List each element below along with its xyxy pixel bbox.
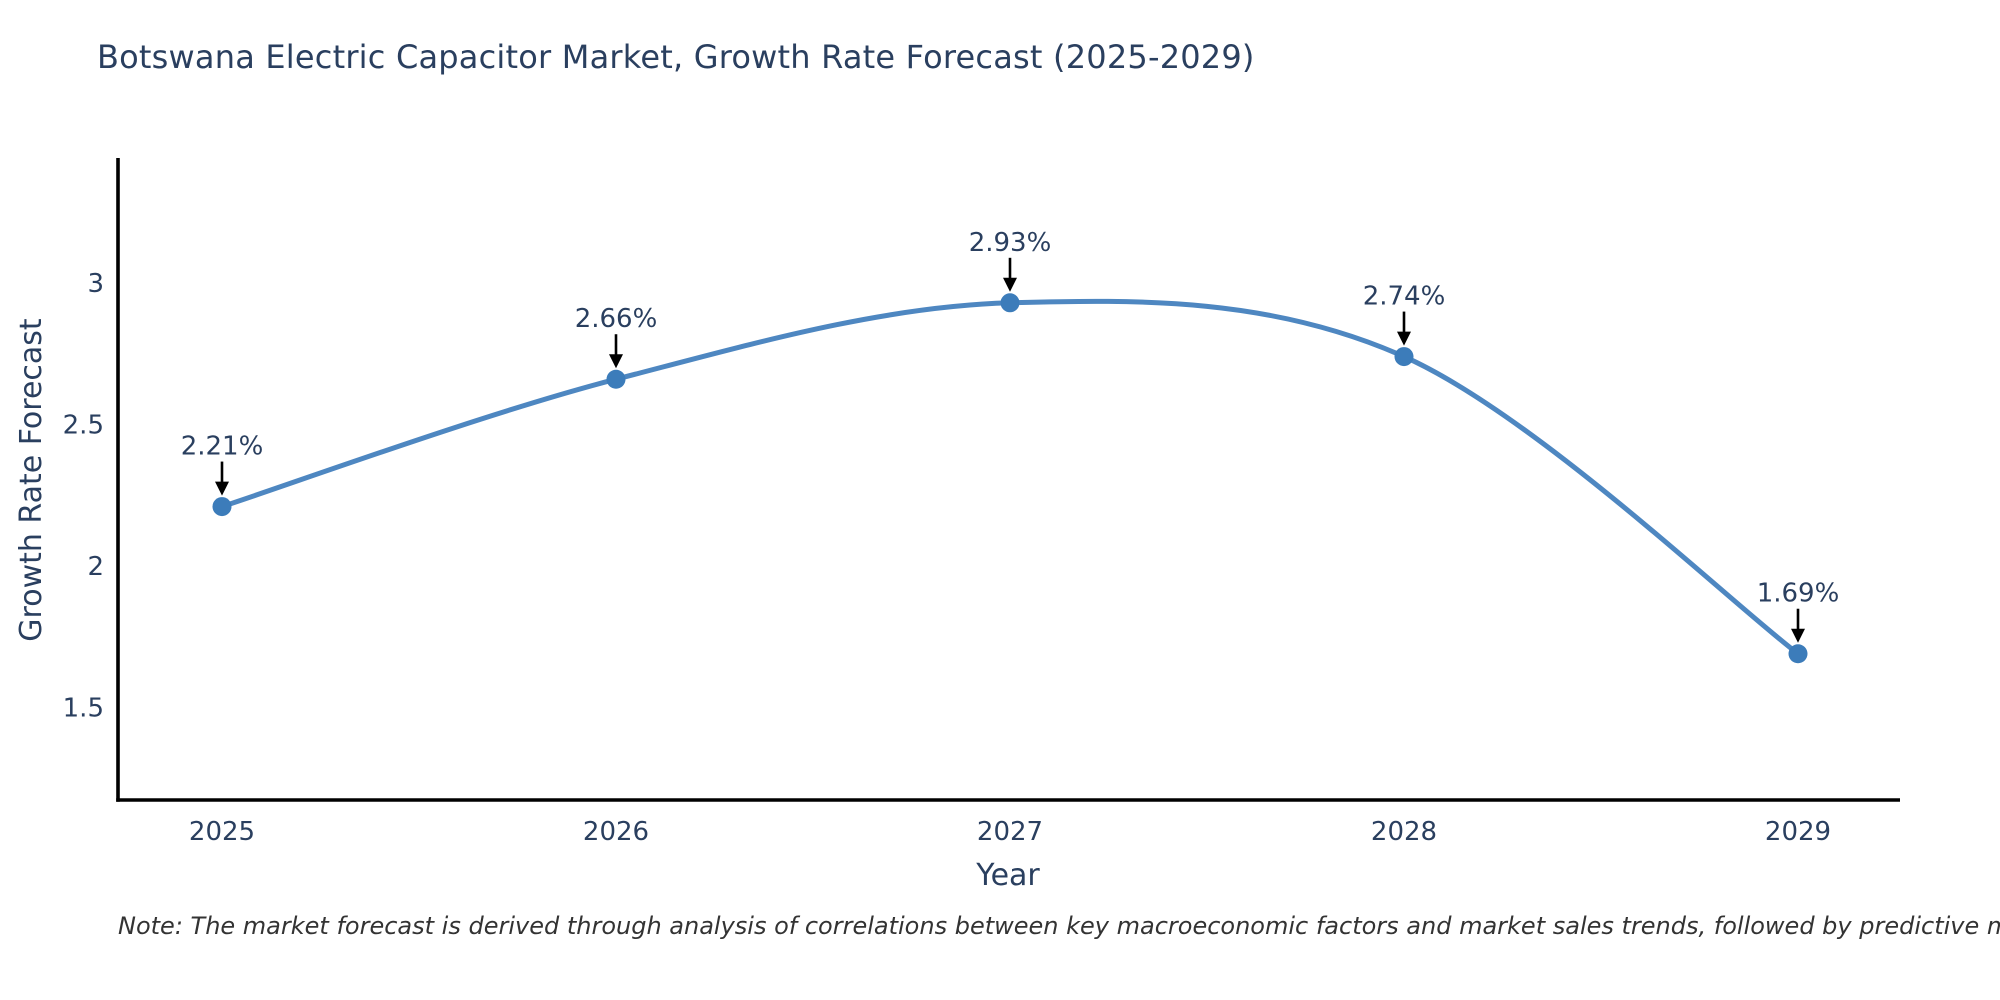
x-tick-label: 2026	[583, 817, 649, 847]
data-point-marker[interactable]	[212, 497, 232, 517]
x-tick-label: 2025	[189, 817, 255, 847]
y-tick-label: 2.5	[63, 411, 104, 441]
annotation-arrowhead	[215, 481, 229, 496]
data-point-marker[interactable]	[1000, 293, 1020, 313]
annotation-arrowhead	[1791, 628, 1805, 643]
data-point-label: 2.93%	[969, 228, 1052, 258]
data-point-label: 2.74%	[1363, 282, 1446, 312]
forecast-line	[219, 298, 1801, 657]
footnote: Note: The market forecast is derived thr…	[118, 912, 2000, 940]
x-tick-label: 2028	[1371, 817, 1437, 847]
data-point-marker[interactable]	[1394, 347, 1414, 367]
x-axis-title: Year	[976, 858, 1040, 893]
y-tick-label: 3	[87, 269, 104, 299]
annotation-arrowhead	[1003, 277, 1017, 292]
y-axis-title: Growth Rate Forecast	[14, 318, 49, 642]
y-tick-label: 2	[87, 552, 104, 582]
data-point-marker[interactable]	[1788, 644, 1808, 664]
data-point-label: 1.69%	[1757, 579, 1840, 609]
annotation-arrowhead	[609, 354, 623, 369]
data-point-label: 2.21%	[181, 432, 264, 462]
data-point-label: 2.66%	[575, 304, 658, 334]
x-tick-label: 2027	[977, 817, 1043, 847]
chart-title: Botswana Electric Capacitor Market, Grow…	[97, 38, 1255, 76]
annotation-arrowhead	[1397, 331, 1411, 346]
data-point-marker[interactable]	[606, 369, 626, 389]
y-tick-label: 1.5	[63, 694, 104, 724]
x-tick-label: 2029	[1765, 817, 1831, 847]
